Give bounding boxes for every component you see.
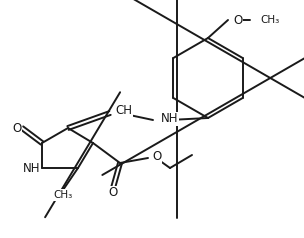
Text: O: O [12, 122, 22, 134]
Text: CH₃: CH₃ [54, 190, 73, 200]
Text: O: O [108, 187, 118, 199]
Text: CH₃: CH₃ [260, 15, 279, 25]
Text: NH: NH [161, 113, 178, 125]
Text: O: O [152, 150, 161, 164]
Text: CH: CH [115, 104, 132, 118]
Text: NH: NH [23, 162, 41, 174]
Text: O: O [233, 14, 242, 26]
